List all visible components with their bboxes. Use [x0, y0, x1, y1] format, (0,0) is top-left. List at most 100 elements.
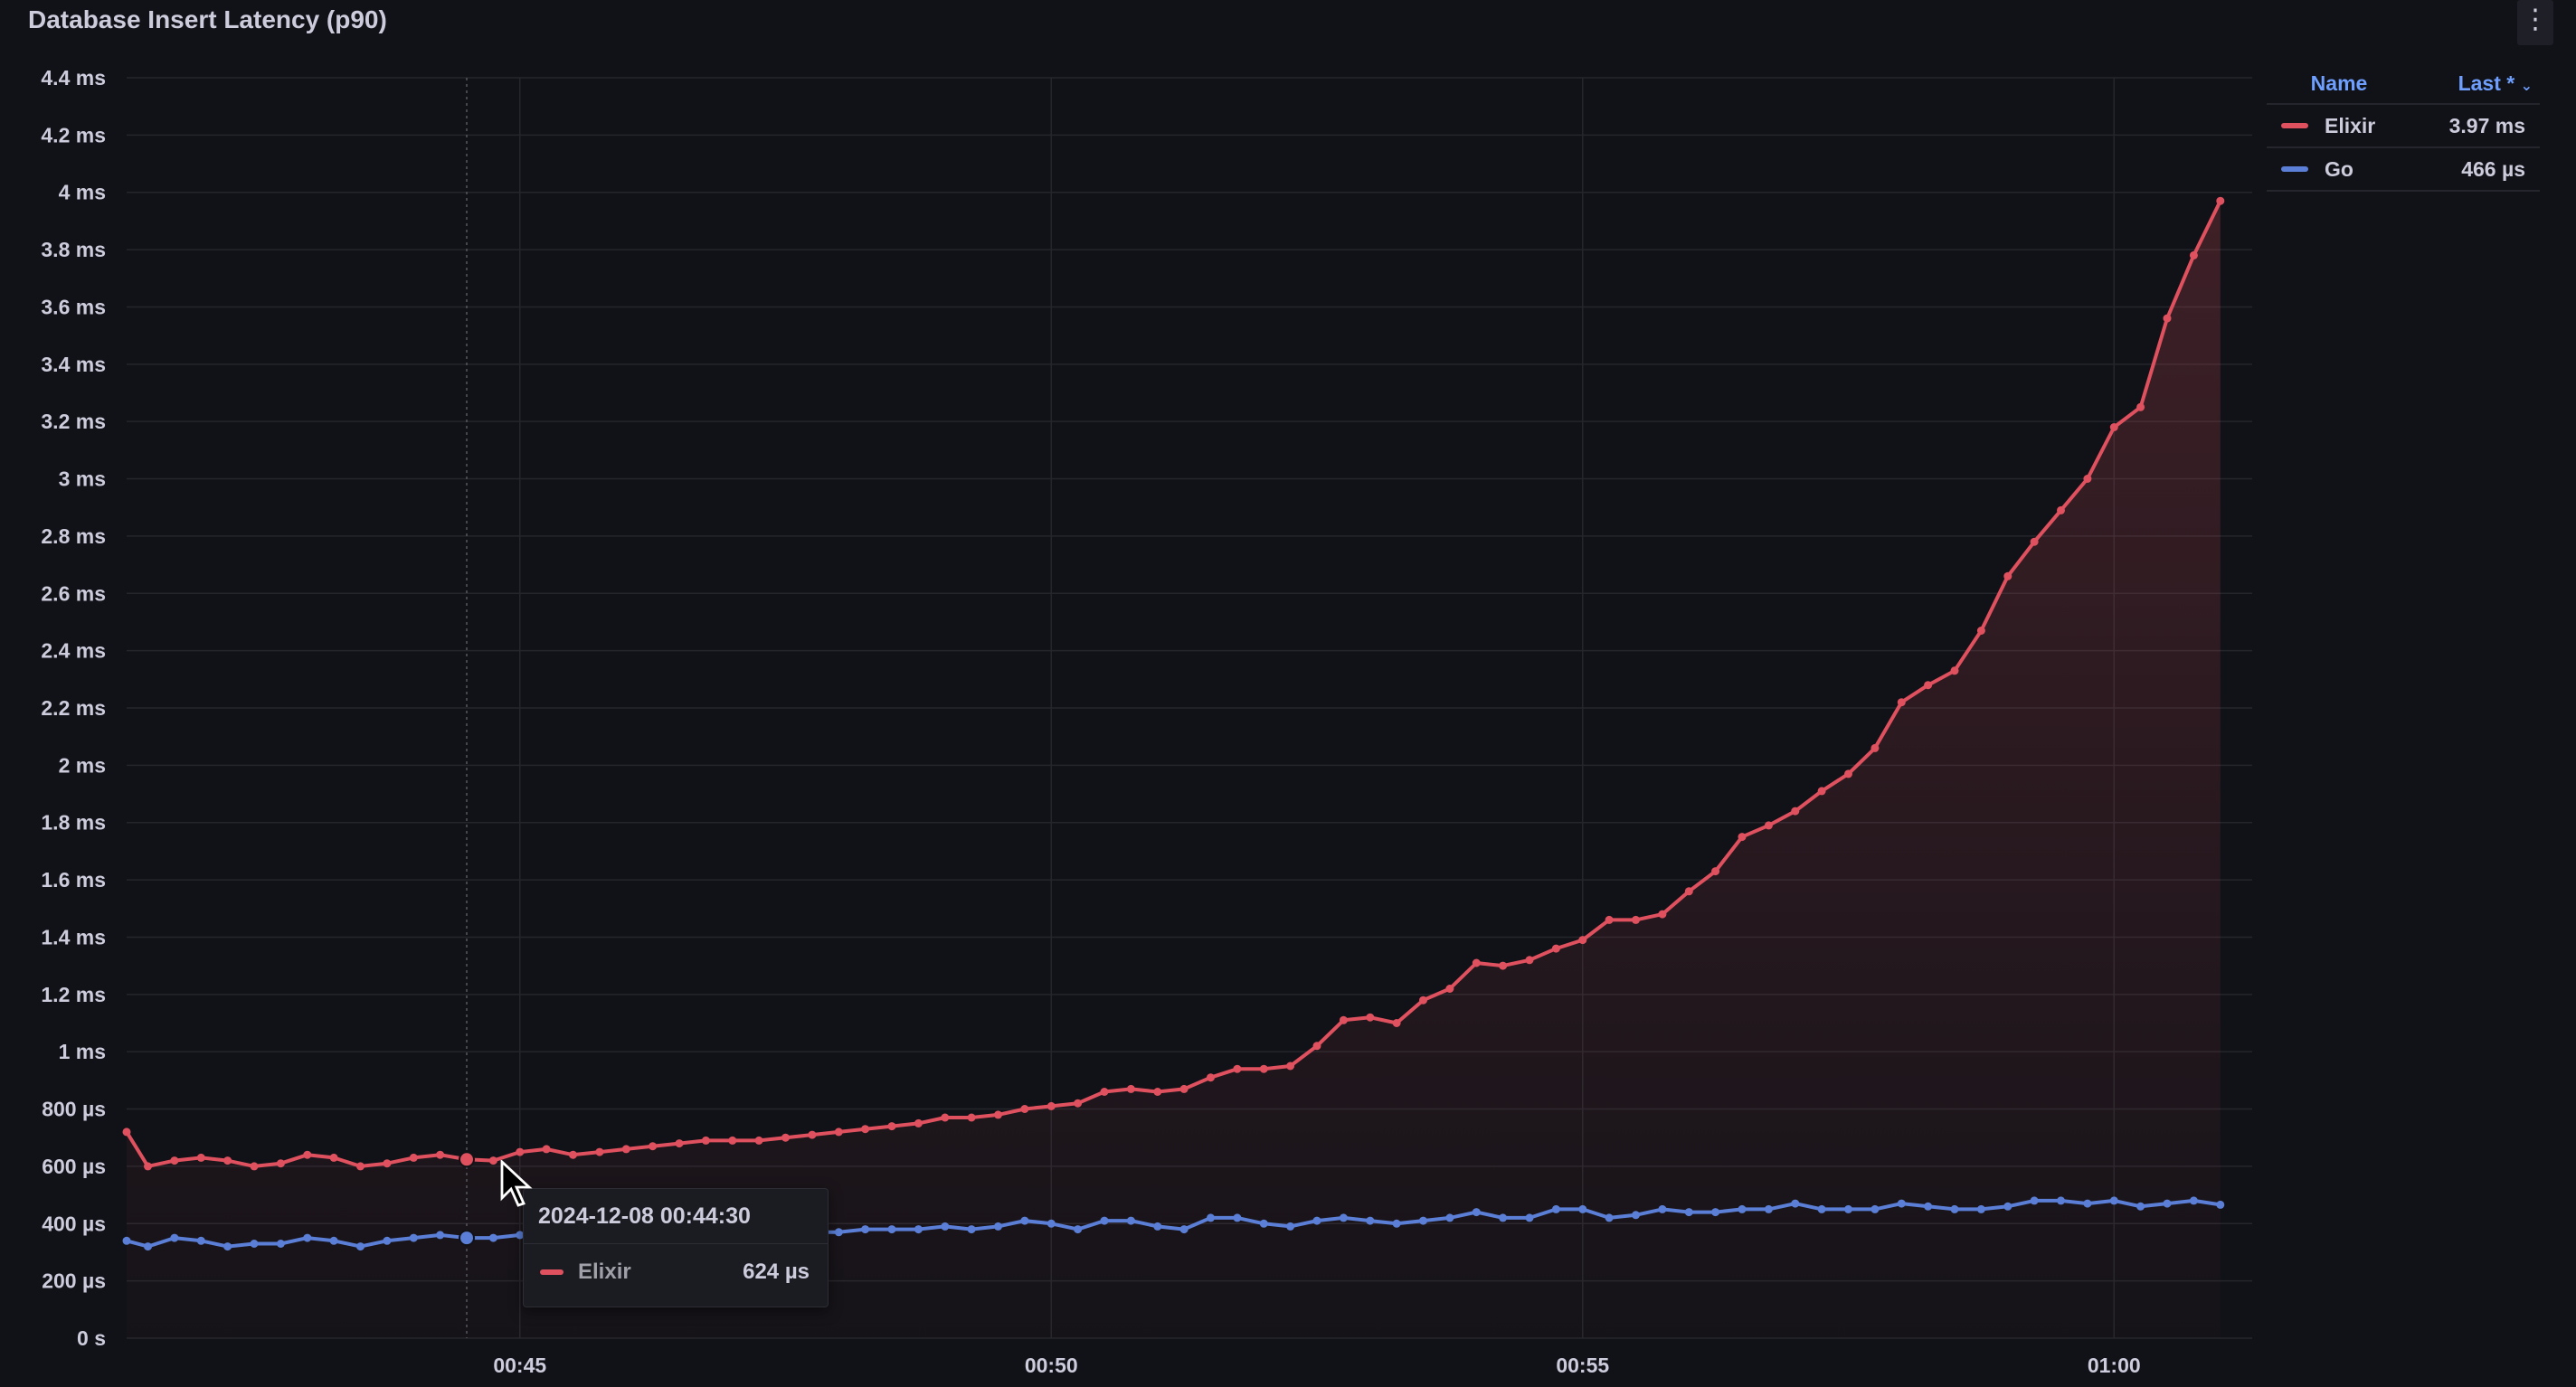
data-point-go — [941, 1222, 950, 1231]
data-point-elixir — [649, 1142, 658, 1151]
series-layer — [122, 196, 2225, 1339]
data-point-go — [1207, 1213, 1215, 1222]
data-point-go — [2030, 1196, 2039, 1205]
y-tick-label: 2.4 ms — [41, 639, 106, 663]
data-point-elixir — [595, 1147, 604, 1156]
tooltip-time: 2024-12-08 00:44:30 — [538, 1203, 751, 1229]
y-tick-label: 1 ms — [59, 1040, 106, 1063]
data-point-go — [1020, 1216, 1029, 1225]
x-tick-label: 00:50 — [1025, 1354, 1078, 1377]
data-point-elixir — [2163, 314, 2172, 323]
hover-tooltip: 2024-12-08 00:44:30 Elixir 624 µs — [523, 1188, 829, 1307]
data-point-go — [1897, 1199, 1906, 1208]
vertical-ellipsis-icon: ⋮ — [2522, 5, 2549, 34]
data-point-go — [1764, 1204, 1773, 1213]
y-tick-label: 400 µs — [42, 1212, 106, 1235]
legend-last-header[interactable]: Last * ⌄ — [2402, 71, 2540, 96]
data-point-elixir — [436, 1150, 445, 1159]
data-point-go — [1339, 1213, 1348, 1222]
data-point-go — [1738, 1204, 1747, 1213]
tooltip-series-value: 624 µs — [743, 1260, 810, 1284]
y-tick-label: 2 ms — [59, 753, 106, 777]
data-point-go — [914, 1225, 923, 1234]
y-tick-label: 800 µs — [42, 1098, 106, 1121]
data-point-go — [250, 1240, 259, 1248]
data-point-go — [383, 1236, 392, 1245]
data-point-elixir — [2109, 423, 2118, 431]
data-point-elixir — [542, 1145, 551, 1154]
y-tick-label: 3.4 ms — [41, 353, 106, 376]
data-point-elixir — [808, 1130, 817, 1139]
y-tick-label: 2.6 ms — [41, 581, 106, 605]
data-point-elixir — [250, 1162, 259, 1171]
data-point-go — [1312, 1216, 1321, 1225]
data-point-go — [1179, 1225, 1189, 1234]
tooltip-divider — [524, 1243, 828, 1244]
data-point-elixir — [1472, 958, 1481, 967]
data-point-elixir — [488, 1156, 497, 1165]
mouse-pointer-icon — [500, 1160, 533, 1207]
data-point-elixir — [516, 1147, 525, 1156]
data-point-elixir — [329, 1153, 338, 1162]
y-tick-label: 600 µs — [42, 1155, 106, 1178]
data-point-elixir — [1046, 1101, 1056, 1110]
data-point-elixir — [1658, 910, 1667, 919]
data-point-go — [409, 1233, 418, 1242]
legend-item-elixir[interactable]: Elixir 3.97 ms — [2267, 105, 2540, 148]
data-point-go — [2003, 1202, 2012, 1211]
y-tick-label: 4.4 ms — [41, 66, 106, 90]
y-tick-label: 2.2 ms — [41, 696, 106, 720]
data-point-go — [276, 1240, 285, 1248]
data-point-elixir — [2189, 250, 2198, 259]
data-point-go — [1976, 1204, 1985, 1213]
data-point-elixir — [1711, 867, 1720, 876]
panel-menu-button[interactable]: ⋮ — [2517, 0, 2553, 45]
legend-name-header[interactable]: Name — [2310, 71, 2368, 95]
y-tick-label: 3.2 ms — [41, 410, 106, 433]
data-point-go — [2136, 1202, 2145, 1211]
data-point-elixir — [1339, 1015, 1348, 1024]
data-point-go — [303, 1233, 312, 1242]
data-point-go — [2189, 1196, 2198, 1205]
data-point-elixir — [1499, 961, 1508, 970]
y-tick-label: 3.6 ms — [41, 295, 106, 318]
data-point-go — [2109, 1196, 2118, 1205]
data-point-go — [1791, 1199, 1800, 1208]
data-point-elixir — [1312, 1042, 1321, 1051]
data-point-elixir — [1207, 1073, 1215, 1082]
data-point-elixir — [1897, 698, 1906, 707]
data-point-go — [1366, 1216, 1375, 1225]
data-point-elixir — [1100, 1088, 1109, 1096]
data-point-go — [170, 1233, 179, 1242]
data-point-go — [861, 1225, 870, 1234]
data-point-elixir — [1233, 1064, 1242, 1073]
tooltip-series-name: Elixir — [578, 1260, 631, 1284]
y-tick-label: 200 µs — [42, 1269, 106, 1293]
data-point-go — [2057, 1196, 2065, 1205]
data-point-elixir — [1844, 769, 1852, 778]
data-point-go — [1684, 1208, 1693, 1217]
data-point-elixir — [1259, 1064, 1268, 1073]
data-point-go — [1817, 1204, 1826, 1213]
data-point-elixir — [1950, 666, 1959, 675]
data-point-elixir — [1179, 1084, 1189, 1093]
legend-item-go[interactable]: Go 466 µs — [2267, 148, 2540, 192]
data-point-elixir — [2136, 402, 2145, 411]
data-point-elixir — [701, 1136, 710, 1145]
data-point-elixir — [1445, 985, 1454, 993]
x-tick-label: 00:45 — [493, 1354, 546, 1377]
data-point-go — [1605, 1213, 1614, 1222]
legend-swatch-elixir — [2281, 123, 2308, 128]
data-point-elixir — [834, 1128, 843, 1137]
data-point-go — [144, 1242, 152, 1251]
data-point-go — [1392, 1219, 1401, 1228]
legend-series-name: Go — [2325, 156, 2353, 181]
legend-series-last: 466 µs — [2461, 156, 2525, 181]
data-point-elixir — [409, 1153, 418, 1162]
data-point-go — [1551, 1204, 1560, 1213]
data-point-go — [1153, 1222, 1162, 1231]
data-point-go — [2163, 1199, 2172, 1208]
hover-point-go — [459, 1230, 475, 1247]
